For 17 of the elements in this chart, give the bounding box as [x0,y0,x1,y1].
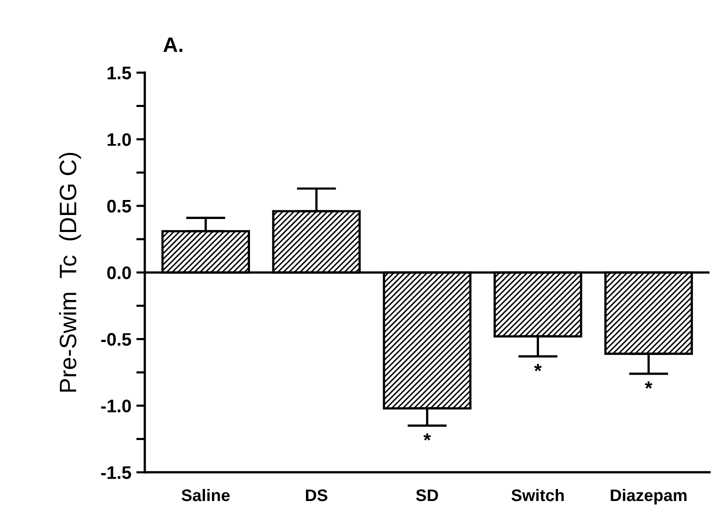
x-tick-label: DS [306,489,328,502]
annotation: * [423,433,431,441]
annotation: * [534,364,542,372]
x-tick-label: Diazepam [610,488,686,504]
x-tick-label: Saline [182,488,230,502]
y-tick-label: 0.5 [107,200,132,213]
y-tick-label: -0.5 [101,333,132,346]
y-tick-label: -1.5 [101,466,132,480]
y-tick-label: -1.0 [101,400,131,412]
y-tick-label: 1.5 [108,66,132,80]
y-axis-title: Pre-Swim Tc (DEG C) [59,152,82,392]
y-tick-label: 0.0 [107,266,131,280]
chart-title: A. [163,38,182,52]
y-tick-label: 1.0 [108,133,131,146]
x-tick-label: SD [416,489,438,502]
x-tick-label: Switch [512,488,564,502]
annotation: * [644,381,652,389]
